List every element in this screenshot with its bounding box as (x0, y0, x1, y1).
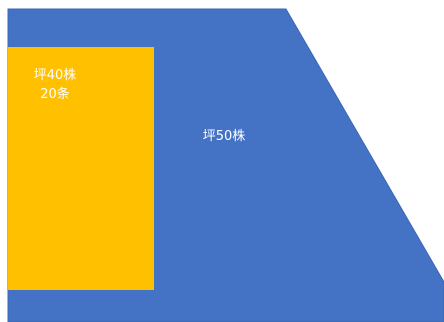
small-region-label-line2: 20条 (40, 86, 70, 102)
large-region-label: 坪50株 (203, 129, 246, 144)
small-field-region (8, 47, 154, 290)
small-region-label-line1: 坪40株 (34, 68, 77, 83)
